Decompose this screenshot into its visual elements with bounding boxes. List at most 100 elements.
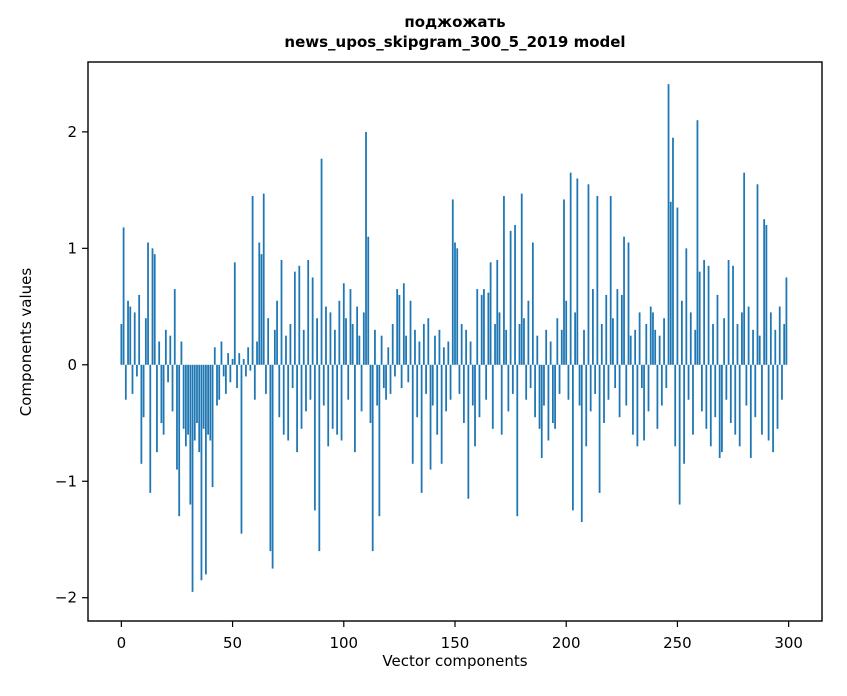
bar [467,364,470,499]
bar [778,306,781,365]
bar [600,324,603,365]
bar [147,242,149,365]
bar [200,364,203,581]
bar [709,364,712,447]
bar [160,364,163,424]
y-tick-label: −1 [55,472,77,490]
bar [238,353,241,365]
x-tick-label: 0 [117,634,127,652]
bar [360,364,363,412]
x-tick-label: 100 [329,634,358,652]
bar [202,364,205,429]
bar [469,341,472,365]
bar [774,329,777,365]
bar [440,364,443,464]
bar [543,364,545,406]
bar [227,353,230,365]
bar [674,364,677,447]
bar [347,364,350,400]
bar [692,364,694,435]
x-tick-label: 50 [223,634,242,652]
bar [540,364,543,458]
bar [572,364,574,511]
bar [187,364,189,435]
bar [714,364,717,418]
bar [625,364,628,406]
bar [752,329,754,365]
bar [316,318,318,365]
bar [267,318,270,365]
bar [389,364,392,394]
bar [629,335,632,365]
y-tick-label: 1 [67,239,77,257]
bar [144,318,147,365]
chart-title-line1: поджожать [404,13,506,31]
bar [416,364,419,418]
bar [196,364,198,424]
bar [445,364,447,412]
bar [756,184,759,365]
bar [222,364,225,377]
bar [587,184,590,365]
bar [124,364,127,400]
bar [745,364,748,406]
y-tick-label: 0 [67,356,77,374]
bar [271,364,274,569]
bar [240,364,243,534]
bar [280,259,283,365]
bar [216,364,218,406]
bar [387,347,390,365]
x-axis-label: Vector components [382,652,528,670]
bar [623,236,625,365]
bar [612,318,614,365]
bar [634,329,637,365]
bar [298,265,301,365]
bar [618,364,621,418]
bar [718,364,721,458]
bar [471,364,474,406]
bar [732,265,734,365]
bar [149,364,152,493]
bar [567,364,570,400]
bar [209,364,212,441]
bar [120,324,123,365]
bar [765,225,768,365]
bar [705,364,708,429]
bar [229,364,232,383]
bar [563,199,565,365]
bar [178,364,181,517]
bar [649,306,652,365]
bar [527,300,530,365]
bar [127,300,129,365]
bar [727,259,730,365]
bar [247,347,250,365]
bar [309,364,312,400]
bar [411,364,414,464]
bar [205,364,207,575]
bar [763,219,766,365]
bar [476,289,479,365]
bar [716,294,719,365]
bar [325,306,327,365]
bar [276,300,278,365]
bar [560,329,563,365]
bar [307,259,310,365]
bar [342,283,345,365]
bar [507,364,510,412]
bar [138,294,141,365]
bar [523,318,525,365]
x-tick-label: 300 [774,634,803,652]
bar [327,364,330,447]
bar [391,324,394,365]
bar [454,242,456,365]
bar [414,329,416,365]
bar [133,312,136,365]
bar [122,227,125,365]
bar [191,364,194,592]
bar [425,364,427,394]
bar [594,364,597,394]
bar [380,335,383,365]
bar [162,364,165,435]
bar [605,294,608,365]
